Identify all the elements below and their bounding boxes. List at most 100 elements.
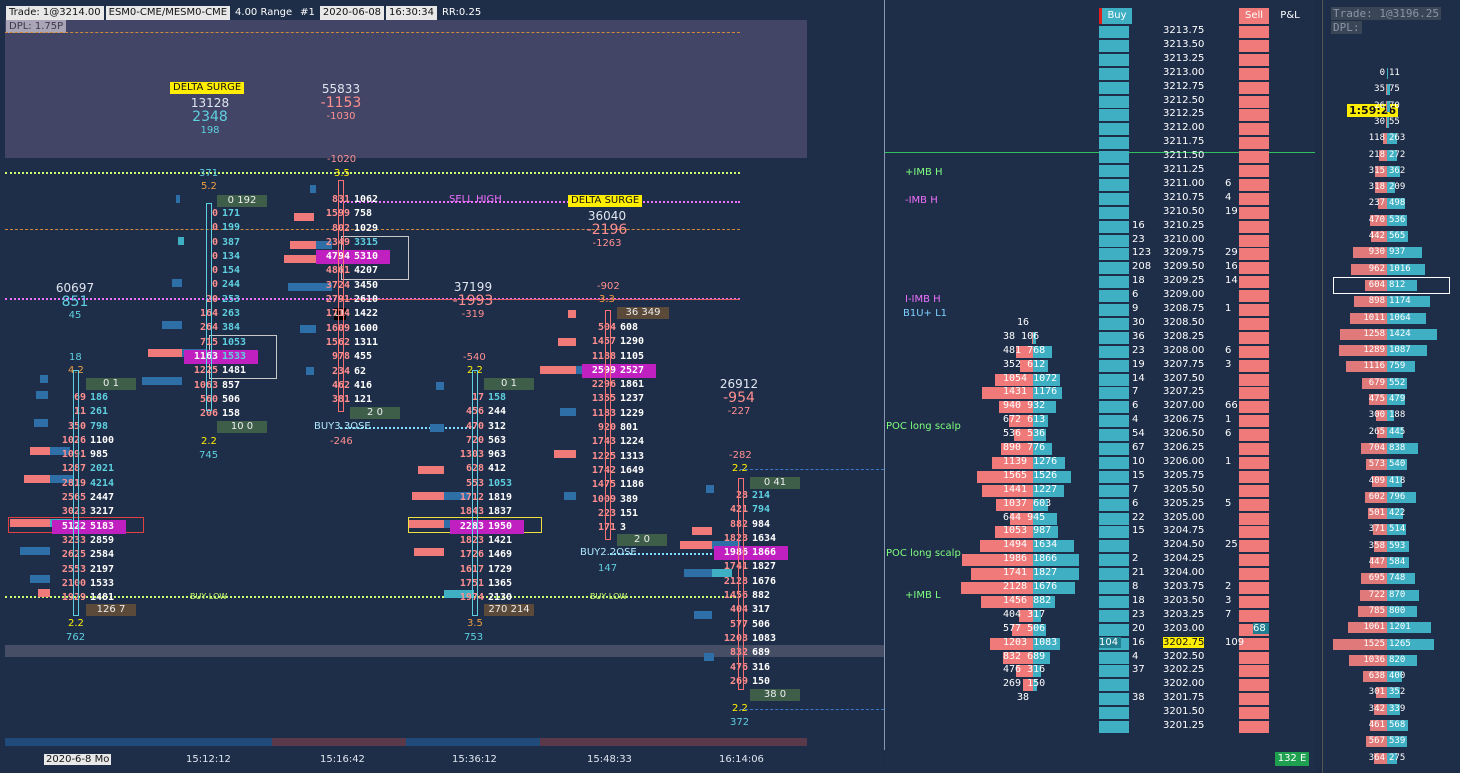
buy-cell[interactable] [1099,109,1129,122]
buy-cell[interactable] [1099,582,1129,594]
price-level[interactable]: 3202.25 [1163,664,1205,676]
buy-cell[interactable] [1099,234,1129,247]
buy-cell[interactable] [1099,276,1129,289]
sell-cell[interactable] [1239,206,1269,219]
buy-cell[interactable] [1099,359,1129,372]
sell-cell[interactable] [1239,192,1269,205]
sell-cell[interactable] [1239,151,1269,164]
buy-cell[interactable] [1099,568,1129,581]
price-level[interactable]: 3204.75 [1163,525,1205,537]
buy-cell[interactable] [1099,317,1129,330]
price-level[interactable]: 3202.50 [1163,650,1205,662]
sell-cell[interactable] [1239,262,1269,275]
price-level[interactable]: 3213.50 [1163,38,1205,50]
sell-cell[interactable] [1239,387,1269,400]
price-level[interactable]: 3212.75 [1163,80,1205,92]
price-level[interactable]: 3206.00 [1163,455,1205,467]
sell-cell[interactable] [1239,39,1269,52]
price-ladder-panel[interactable]: Buy Sell P&L 3213.75 3213.50 3213.25 3213.0… [885,0,1315,773]
sell-cell[interactable] [1239,498,1269,511]
buy-cell[interactable] [1099,484,1129,497]
buy-cell[interactable] [1099,498,1129,511]
sell-cell[interactable] [1239,373,1269,386]
buy-cell[interactable] [1099,651,1129,664]
buy-cell[interactable] [1099,151,1129,164]
sell-cell[interactable] [1239,609,1269,622]
buy-cell[interactable] [1099,26,1129,38]
buy-cell[interactable] [1099,512,1129,525]
sell-cell[interactable] [1239,95,1269,108]
price-level[interactable]: 3208.00 [1163,344,1205,356]
price-level[interactable]: 3208.50 [1163,316,1205,328]
buy-cell[interactable] [1099,206,1129,219]
sell-cell[interactable] [1239,415,1269,428]
price-level[interactable]: 3206.75 [1163,414,1205,426]
buy-cell[interactable] [1099,456,1129,469]
buy-cell[interactable] [1099,123,1129,136]
sell-cell[interactable] [1239,359,1269,372]
buy-cell[interactable] [1099,540,1129,553]
ladder-rows[interactable]: 3213.75 3213.50 3213.25 3213.00 3212.75 3212.… [885,25,1315,738]
price-level[interactable]: 3213.75 [1163,25,1205,36]
price-level[interactable]: 3201.75 [1163,692,1205,704]
price-level[interactable]: 3212.50 [1163,94,1205,106]
buy-cell[interactable] [1099,220,1129,233]
buy-cell[interactable] [1099,345,1129,358]
price-level[interactable]: 3211.50 [1163,150,1205,162]
sell-cell[interactable] [1239,665,1269,678]
sell-column-header[interactable]: Sell [1239,8,1269,24]
price-level[interactable]: 3213.25 [1163,52,1205,64]
price-level[interactable]: 3201.25 [1163,720,1205,731]
buy-cell[interactable] [1099,415,1129,428]
price-level[interactable]: 3210.50 [1163,205,1205,217]
sell-cell[interactable] [1239,443,1269,455]
buy-cell[interactable] [1099,67,1129,80]
mini-profile-panel[interactable]: Trade: 1@3196.25 DPL: 1:59:26 0 11 35 75 26 7… [1322,0,1460,773]
buy-cell[interactable] [1099,331,1129,344]
price-level[interactable]: 3212.00 [1163,122,1205,134]
buy-cell[interactable] [1099,39,1129,52]
price-level[interactable]: 3210.25 [1163,219,1205,231]
sell-cell[interactable] [1239,429,1269,442]
sell-cell[interactable] [1239,220,1269,233]
sell-cell[interactable] [1239,81,1269,94]
price-level[interactable]: 3213.00 [1163,66,1205,78]
sell-cell[interactable] [1239,165,1269,177]
buy-cell[interactable] [1099,429,1129,442]
sell-cell[interactable] [1239,53,1269,66]
buy-cell[interactable] [1099,387,1129,400]
buy-cell[interactable] [1099,707,1129,720]
sell-cell[interactable] [1239,721,1269,733]
buy-cell[interactable] [1099,192,1129,205]
price-level[interactable]: 3210.00 [1163,233,1205,245]
price-level[interactable]: 3211.00 [1163,177,1205,189]
price-level[interactable]: 3203.00 [1163,622,1205,634]
sell-cell[interactable] [1239,707,1269,720]
sell-cell[interactable] [1239,345,1269,358]
sell-cell[interactable] [1239,693,1269,706]
price-level[interactable]: 3206.50 [1163,428,1205,440]
price-level[interactable]: 3207.75 [1163,358,1205,370]
price-level[interactable]: 3205.25 [1163,497,1205,509]
price-level[interactable]: 3206.25 [1163,442,1205,453]
sell-cell[interactable] [1239,484,1269,497]
sell-cell[interactable] [1239,317,1269,330]
price-level[interactable]: 3209.50 [1163,261,1205,273]
buy-cell[interactable] [1099,137,1129,150]
sell-cell[interactable] [1239,582,1269,594]
price-level[interactable]: 3208.25 [1163,330,1205,342]
price-level[interactable]: 3212.25 [1163,108,1205,120]
bid-quantity[interactable]: 104 [1099,636,1121,648]
sell-cell[interactable] [1239,248,1269,261]
buy-cell[interactable] [1099,304,1129,316]
buy-cell[interactable] [1099,623,1129,636]
buy-cell[interactable] [1099,554,1129,567]
footprint-chart-panel[interactable]: Trade: 1@3214.00 ESM0-CME/MESM0-CME 4.00… [0,0,885,750]
price-level[interactable]: 3211.25 [1163,164,1205,175]
buy-cell[interactable] [1099,373,1129,386]
buy-cell[interactable] [1099,679,1129,692]
sell-cell[interactable] [1239,568,1269,581]
price-level[interactable]: 3202.75 [1163,636,1205,648]
sell-cell[interactable] [1239,304,1269,316]
price-level[interactable]: 3205.00 [1163,511,1205,523]
